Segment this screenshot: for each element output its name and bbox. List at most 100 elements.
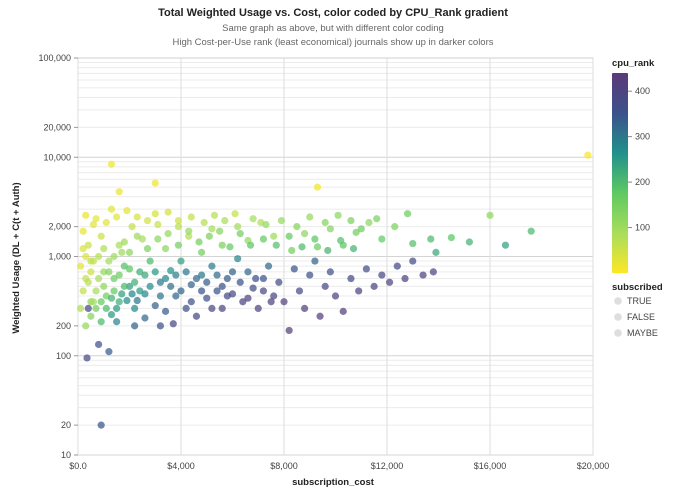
data-point: [107, 205, 116, 213]
data-point: [200, 218, 208, 227]
data-point: [432, 248, 440, 256]
x-axis-title: subscription_cost: [292, 477, 375, 488]
data-point: [167, 282, 175, 290]
data-point: [313, 243, 322, 251]
shape-legend-label: FALSE: [627, 312, 655, 322]
data-point: [92, 287, 100, 295]
data-point: [107, 310, 116, 319]
data-point: [115, 271, 123, 279]
data-point: [136, 287, 144, 295]
data-point: [105, 257, 113, 265]
data-point: [95, 274, 103, 283]
y-axis-title: Weighted Usage (DL + C(t + Auth): [11, 182, 22, 333]
data-point: [270, 232, 278, 240]
data-point: [239, 298, 247, 306]
x-tick-label: $8,000: [270, 461, 298, 471]
data-point: [334, 211, 342, 219]
data-point: [203, 294, 211, 302]
color-legend-label: 100: [635, 223, 650, 233]
data-point: [185, 227, 193, 235]
data-point: [465, 238, 473, 246]
data-point: [110, 274, 118, 283]
data-point: [123, 296, 131, 305]
data-point: [141, 271, 149, 279]
data-point: [213, 287, 221, 295]
data-point: [102, 304, 110, 312]
data-point: [161, 274, 170, 283]
data-point: [115, 241, 123, 249]
data-point: [254, 304, 262, 312]
data-point: [378, 235, 386, 243]
data-point: [236, 230, 244, 238]
data-point: [391, 223, 399, 231]
data-point: [244, 268, 252, 276]
data-point: [185, 232, 193, 240]
data-point: [357, 225, 365, 233]
data-point: [79, 287, 87, 295]
shape-legend-label: TRUE: [627, 296, 652, 306]
data-point: [143, 245, 152, 253]
data-point: [301, 304, 309, 312]
data-point: [290, 265, 298, 273]
data-point: [100, 268, 108, 276]
data-point: [295, 287, 304, 295]
data-point: [203, 278, 211, 286]
data-point: [161, 307, 170, 315]
data-point: [113, 318, 121, 326]
data-point: [174, 241, 183, 249]
data-point: [347, 274, 355, 283]
data-point: [316, 312, 324, 320]
data-point: [216, 227, 224, 235]
data-point: [409, 239, 417, 248]
y-tick-label: 100: [56, 351, 71, 361]
x-tick-label: $4,000: [167, 461, 195, 471]
data-point: [370, 282, 378, 290]
data-point: [272, 241, 280, 249]
data-point: [223, 274, 231, 283]
data-point: [169, 320, 177, 328]
data-point: [321, 282, 329, 290]
data-point: [161, 245, 170, 253]
data-point: [113, 304, 121, 312]
data-point: [277, 216, 286, 225]
data-point: [208, 262, 216, 270]
data-point: [223, 292, 231, 300]
data-point: [293, 223, 301, 231]
data-point: [349, 245, 358, 253]
data-point: [378, 271, 386, 279]
data-point: [164, 230, 172, 238]
data-point: [115, 298, 123, 306]
data-point: [429, 268, 437, 276]
data-point: [151, 210, 159, 218]
data-point: [156, 292, 164, 300]
data-point: [84, 278, 92, 286]
data-point: [164, 208, 172, 216]
data-point: [584, 151, 592, 159]
data-point: [501, 241, 510, 249]
data-point: [133, 296, 141, 305]
data-point: [118, 290, 126, 298]
data-point: [82, 211, 90, 219]
data-point: [210, 211, 219, 219]
data-point: [198, 248, 206, 256]
color-legend-label: 300: [635, 132, 650, 142]
data-point: [146, 257, 154, 265]
data-point: [326, 268, 334, 276]
data-point: [337, 236, 345, 245]
data-point: [198, 287, 206, 295]
data-point: [311, 257, 319, 265]
y-tick-label: 1,000: [48, 252, 71, 262]
data-point: [100, 245, 108, 253]
data-point: [228, 268, 237, 276]
y-tick-label: 20,000: [43, 122, 71, 132]
data-point: [128, 223, 136, 231]
data-point: [331, 292, 340, 300]
data-point: [84, 304, 92, 312]
axis-ticks: $0.0 $4,000 $8,000 $12,000 $16,000 $20,000 10 2…: [38, 53, 609, 471]
data-point: [115, 188, 123, 196]
data-point: [146, 282, 154, 290]
data-point: [125, 265, 134, 273]
data-point: [151, 179, 159, 187]
data-point: [373, 215, 381, 223]
data-point: [270, 292, 278, 300]
